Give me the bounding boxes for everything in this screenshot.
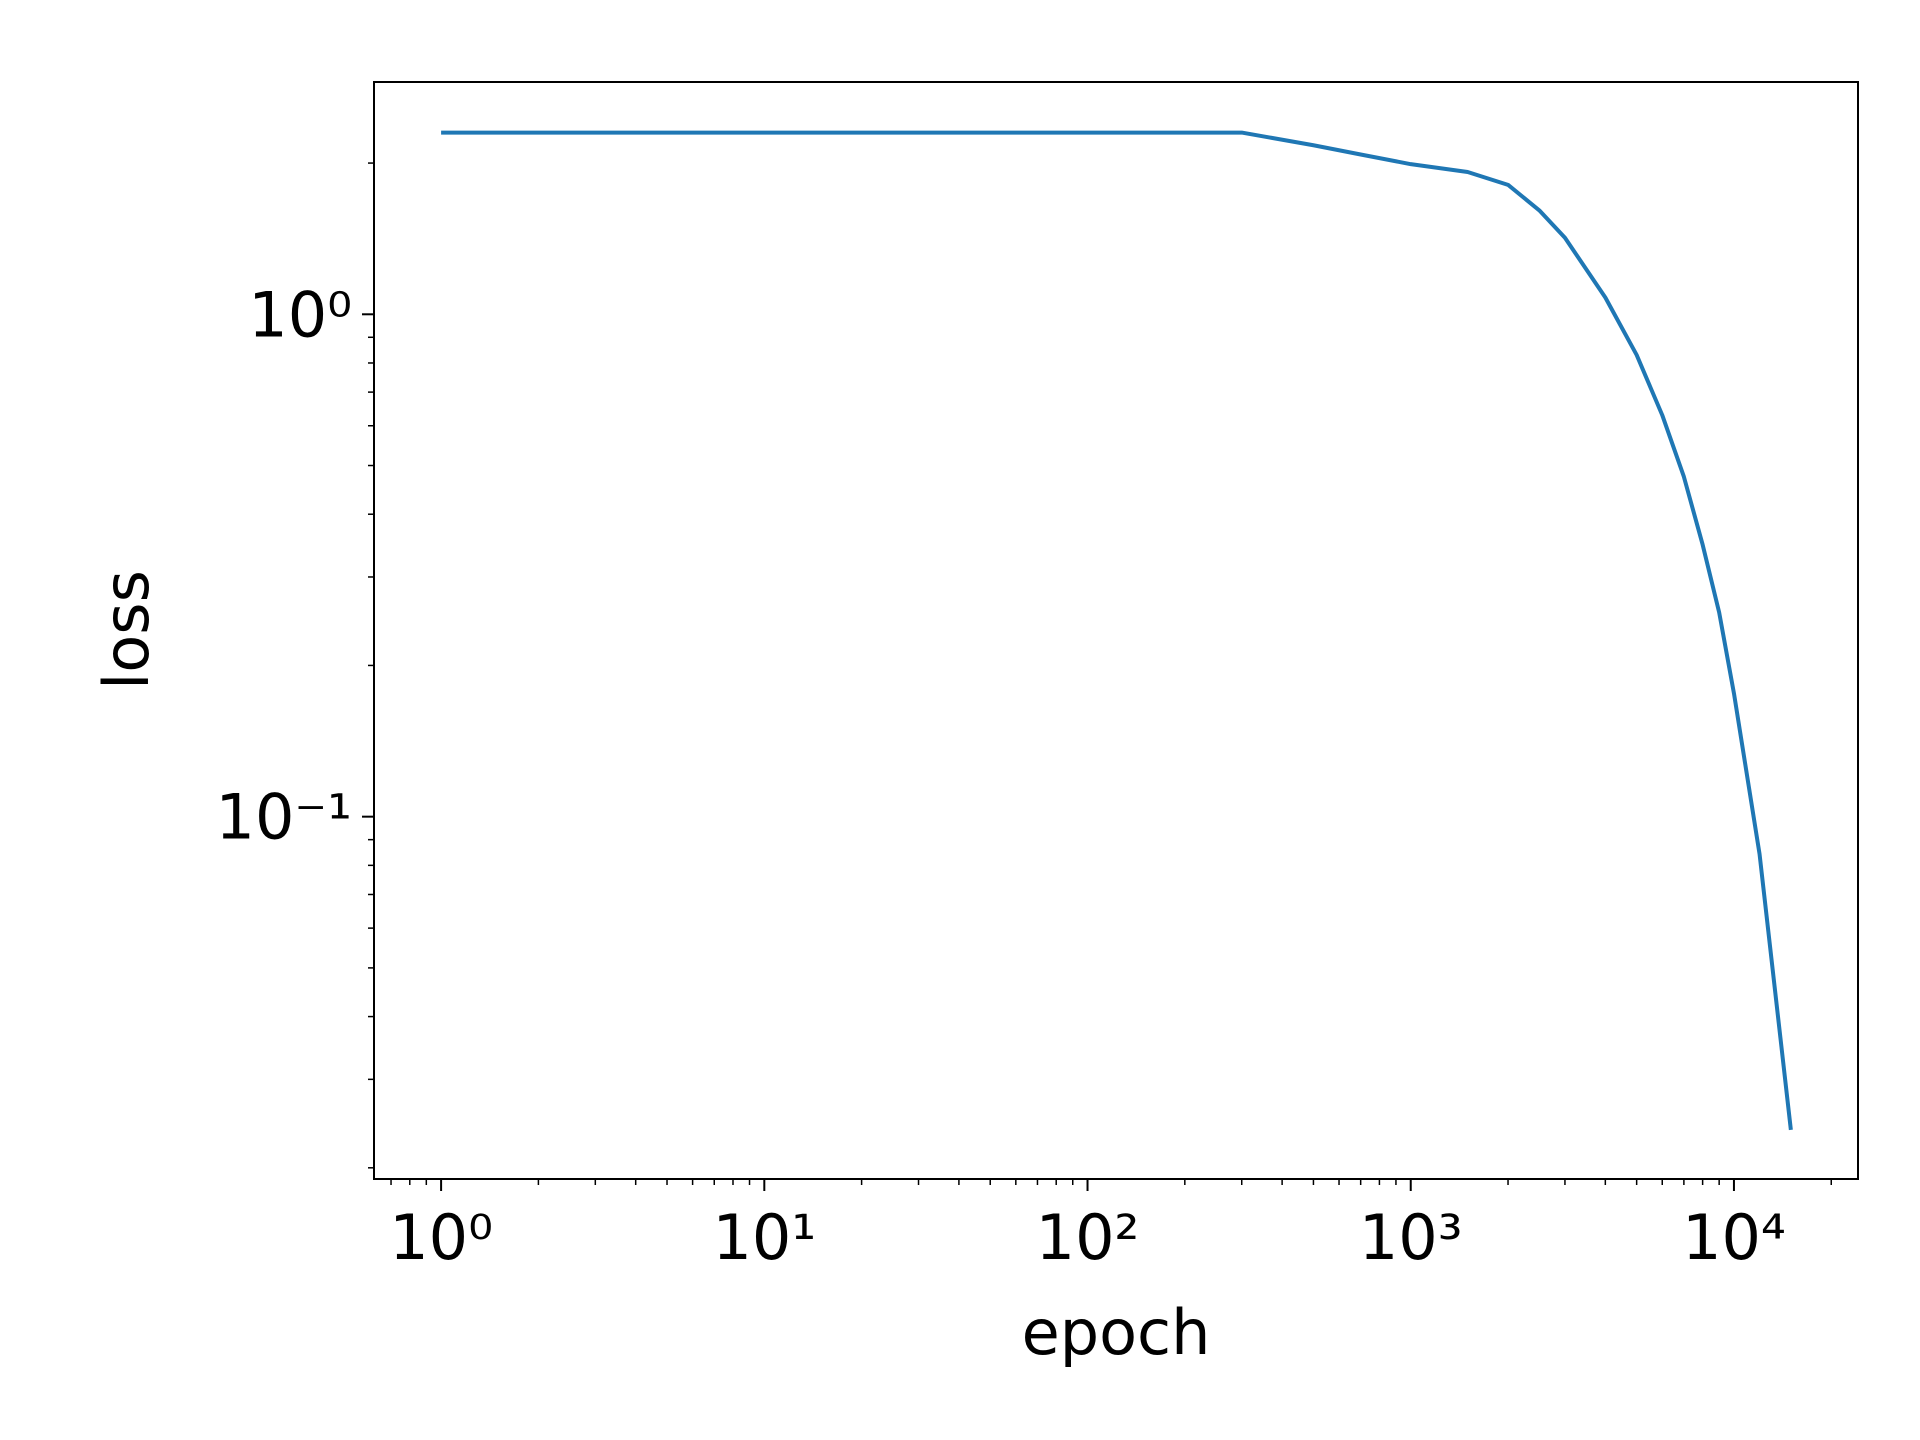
x-tick-label: 10² bbox=[1036, 1201, 1140, 1274]
x-tick-label: 10³ bbox=[1359, 1201, 1463, 1274]
y-tick-label: 10⁰ bbox=[248, 278, 352, 351]
x-axis-label: epoch bbox=[1022, 1296, 1211, 1369]
x-tick-label: 10⁴ bbox=[1682, 1201, 1786, 1274]
x-tick-label: 10¹ bbox=[712, 1201, 816, 1274]
line bbox=[441, 130, 1793, 1131]
y-axis-label: loss bbox=[90, 570, 163, 690]
y-tick-label: 10⁻¹ bbox=[216, 781, 352, 854]
plot-frame bbox=[373, 81, 1859, 1180]
x-tick-label: 10⁰ bbox=[389, 1201, 493, 1274]
